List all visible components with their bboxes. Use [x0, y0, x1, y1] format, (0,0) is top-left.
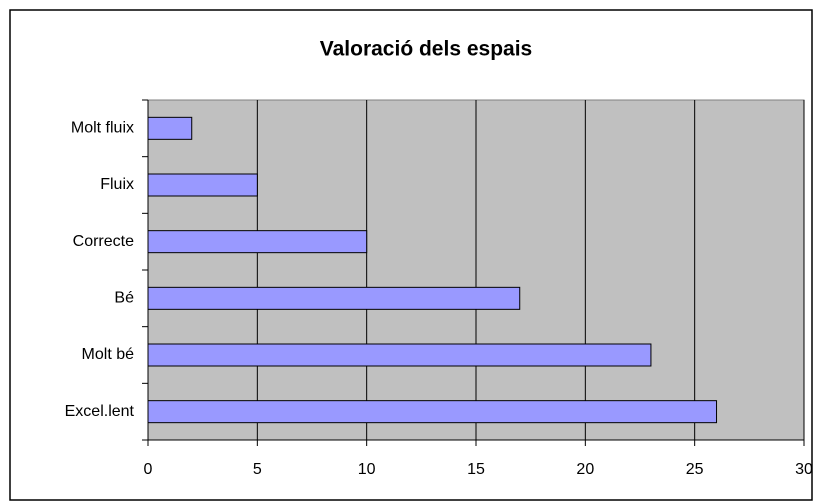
y-tick-label: Molt fluix [71, 120, 134, 137]
y-tick-label: Fluix [100, 176, 134, 193]
bar [147, 173, 258, 197]
bar [147, 286, 521, 310]
x-tick-label: 10 [358, 461, 376, 478]
bar [147, 116, 193, 140]
x-tick-label: 20 [576, 461, 594, 478]
y-tick-label: Correcte [73, 233, 134, 250]
y-tick-label: Excel.lent [65, 403, 135, 420]
x-tick-label: 5 [253, 461, 262, 478]
y-tick-label: Molt bé [82, 346, 135, 363]
x-tick-label: 30 [795, 461, 813, 478]
bar [147, 343, 652, 367]
bar [147, 230, 368, 254]
x-tick-label: 25 [686, 461, 704, 478]
x-tick-label: 0 [144, 461, 153, 478]
x-tick-label: 15 [467, 461, 485, 478]
y-tick-label: Bé [114, 290, 134, 307]
bar [147, 400, 718, 424]
chart-title: Valoració dels espais [320, 38, 532, 61]
